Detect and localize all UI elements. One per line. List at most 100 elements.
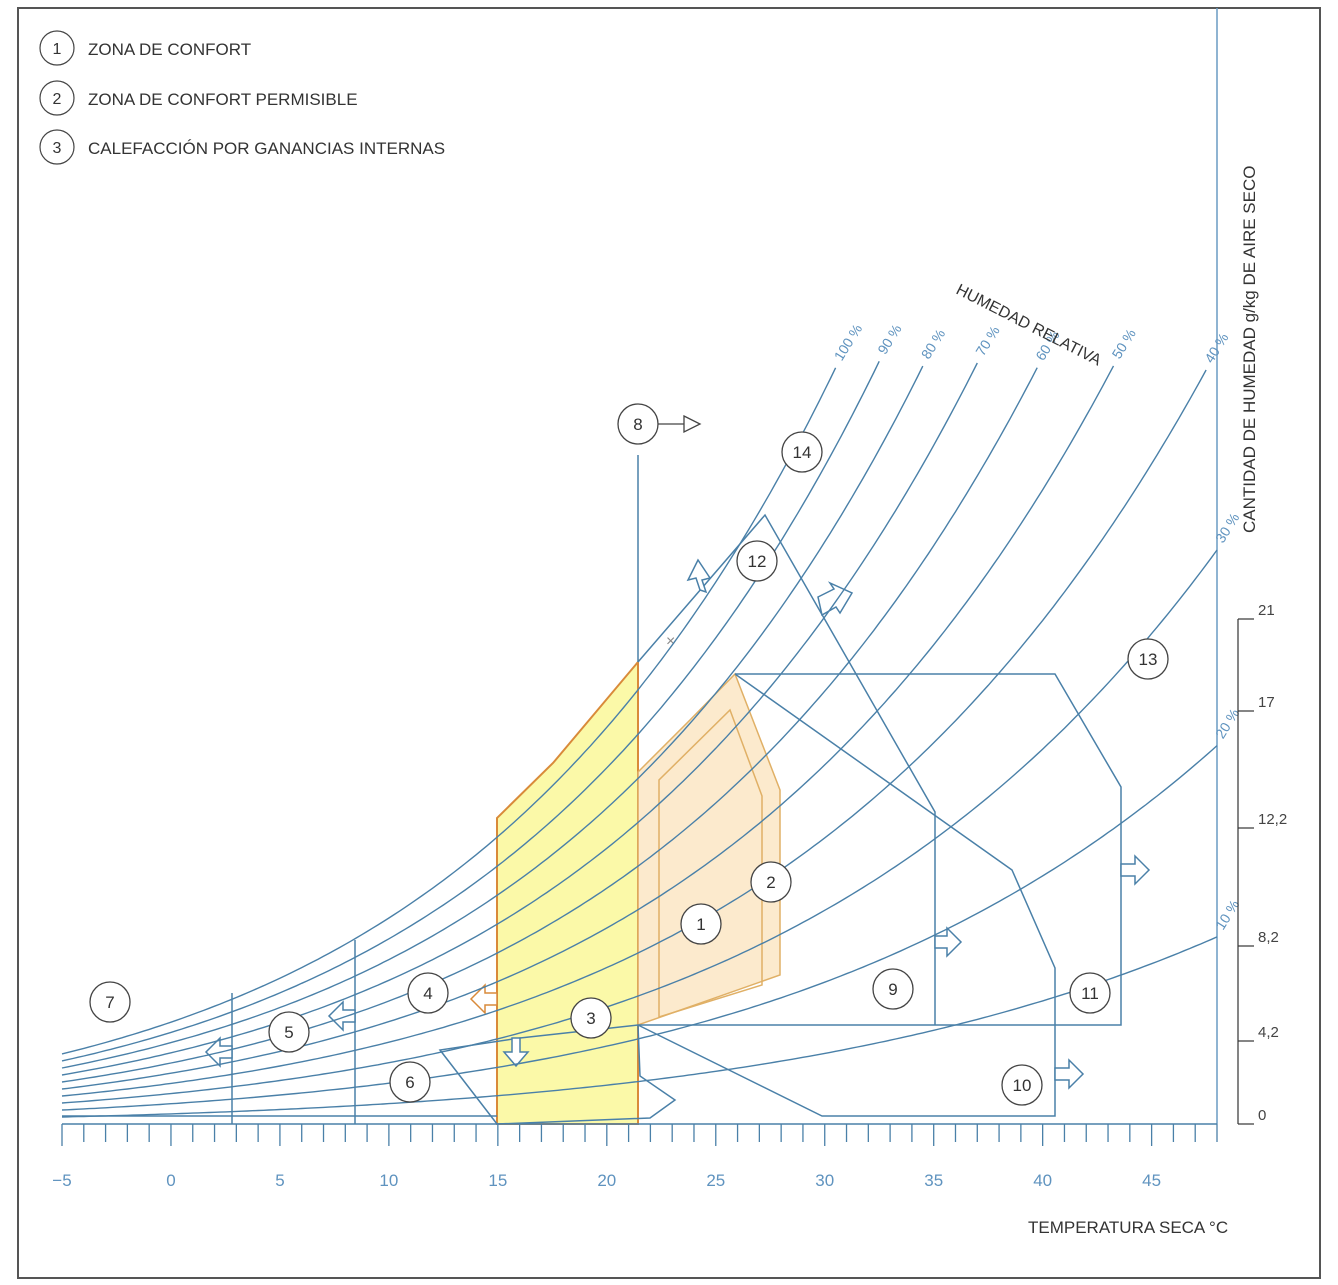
zone-marker-circle: [1127, 638, 1169, 680]
zone-marker-7: 7: [89, 981, 131, 1023]
zone-11-outline: [637, 673, 1056, 1117]
x-tick-label: 20: [597, 1171, 616, 1190]
legend-marker-2: [39, 80, 75, 116]
zone-marker-1: 1: [680, 903, 722, 945]
rh-curve-20: [61, 745, 1218, 1111]
rh-label-70: 70 %: [972, 323, 1002, 359]
rh-curve-100: [61, 367, 837, 1055]
zone-marker-number: 12: [748, 552, 767, 571]
zone-marker-2: 2: [750, 861, 792, 903]
zone-marker-circle: [617, 403, 659, 445]
y-tick-label: 4,2: [1258, 1024, 1279, 1041]
legend-number-2: 2: [53, 91, 62, 108]
zone-8-arrow-head: [683, 414, 702, 434]
zone-marker-number: 4: [423, 984, 432, 1003]
y-tick-label: 0: [1258, 1107, 1266, 1124]
rh-title: HUMEDAD RELATIVA: [953, 281, 1104, 369]
rh-curve-40: [61, 369, 1207, 1097]
zone-marker-circle: [1001, 1064, 1043, 1106]
arrow-zone-4: [469, 983, 498, 1015]
arrow-zone-14: [686, 558, 712, 594]
zone-marker-5: 5: [268, 1011, 310, 1053]
zone-marker-4: 4: [407, 972, 449, 1014]
arrow-zone-11: [1120, 854, 1151, 886]
zone-marker-3: 3: [570, 997, 612, 1039]
zone-marker-circle: [1069, 972, 1111, 1014]
zone-marker-circle: [736, 540, 778, 582]
x-tick-label: 30: [815, 1171, 834, 1190]
zone-marker-number: 11: [1081, 984, 1099, 1003]
rh-curve-70: [61, 362, 978, 1076]
zone-marker-number: 13: [1139, 650, 1158, 669]
zone-marker-number: 7: [105, 993, 114, 1012]
arrow-zone-12: [817, 581, 854, 617]
rh-curve-90: [61, 360, 880, 1062]
rh-curve-30: [61, 549, 1218, 1104]
zone-1-comfort-area: [658, 708, 763, 1019]
rh-label-50: 50 %: [1108, 326, 1138, 362]
rh-curve-10: [61, 936, 1218, 1118]
x-tick-label: 0: [166, 1171, 175, 1190]
x-tick-label: 10: [379, 1171, 398, 1190]
zone-6-tail: [496, 1024, 677, 1125]
zone-marker-number: 5: [284, 1023, 293, 1042]
marker-x: ×: [666, 633, 675, 650]
arrow-zone-10: [1054, 1058, 1085, 1090]
x-tick-label: 15: [488, 1171, 507, 1190]
y-tick-label: 21: [1258, 602, 1275, 619]
zone-marker-number: 10: [1013, 1076, 1032, 1095]
x-tick-label: 35: [924, 1171, 943, 1190]
arrow-zone-6: [502, 1037, 530, 1068]
y-tick-label: 12,2: [1258, 811, 1287, 828]
zone-13-outline: [638, 673, 1122, 1026]
legend-number-1: 1: [53, 41, 62, 58]
x-tick-label: 45: [1142, 1171, 1161, 1190]
rh-curve-50: [61, 365, 1115, 1090]
x-tick-label: 40: [1033, 1171, 1052, 1190]
zone-marker-12: 12: [736, 540, 778, 582]
y-tick-label: 8,2: [1258, 929, 1279, 946]
zone-8-arrow: [658, 414, 702, 434]
zone-marker-number: 1: [696, 915, 705, 934]
zone-marker-6: 6: [389, 1061, 431, 1103]
zone-marker-circle: [781, 431, 823, 473]
x-axis: −5 0 5 10 15 20 25 30 35 40 45: [52, 1123, 1218, 1190]
zone-marker-circle: [407, 972, 449, 1014]
legend: 1 ZONA DE CONFORT 2 ZONA DE CONFORT PERM…: [39, 30, 445, 165]
arrow-zone-9: [934, 926, 963, 958]
y-axis: 0 4,2 8,2 12,2 17 21: [1237, 602, 1287, 1125]
rh-label-80: 80 %: [918, 326, 948, 362]
x-axis-title: TEMPERATURA SECA °C: [1028, 1218, 1228, 1237]
zone-marker-10: 10: [1001, 1064, 1043, 1106]
legend-marker-1: [39, 30, 75, 66]
legend-number-3: 3: [53, 140, 62, 157]
zone-marker-number: 2: [766, 873, 775, 892]
legend-item-3: 3 CALEFACCIÓN POR GANANCIAS INTERNAS: [39, 129, 445, 165]
zone-marker-number: 14: [793, 443, 812, 462]
rh-label-40: 40 %: [1201, 330, 1231, 366]
outer-frame: [17, 7, 1321, 1279]
legend-item-1: 1 ZONA DE CONFORT: [39, 30, 251, 66]
zone-marker-circle: [570, 997, 612, 1039]
zone-marker-8: 8: [617, 403, 659, 445]
arrow-zone-5: [327, 1000, 356, 1032]
arrows: [204, 558, 1151, 1090]
zone-marker-circle: [389, 1061, 431, 1103]
zone-marker-14: 14: [781, 431, 823, 473]
zone-marker-circle: [872, 968, 914, 1010]
legend-marker-3: [39, 129, 75, 165]
zone-marker-circle: [89, 981, 131, 1023]
rh-curve-60: [61, 367, 1038, 1083]
rh-curves: [61, 360, 1218, 1118]
y-axis-title: CANTIDAD DE HUMEDAD g/kg DE AIRE SECO: [1240, 166, 1259, 533]
legend-text-3: CALEFACCIÓN POR GANANCIAS INTERNAS: [88, 139, 445, 158]
legend-item-2: 2 ZONA DE CONFORT PERMISIBLE: [39, 80, 358, 116]
legend-text-2: ZONA DE CONFORT PERMISIBLE: [88, 90, 358, 109]
rh-labels: 100 % 90 % 80 % 70 % 60 % 50 % 40 %30 %20 %10 …: [831, 321, 1243, 932]
zone-marker-9: 9: [872, 968, 914, 1010]
zone-marker-11: 11: [1069, 972, 1111, 1014]
x-tick-label: 5: [275, 1171, 284, 1190]
x-tick-label: 25: [706, 1171, 725, 1190]
